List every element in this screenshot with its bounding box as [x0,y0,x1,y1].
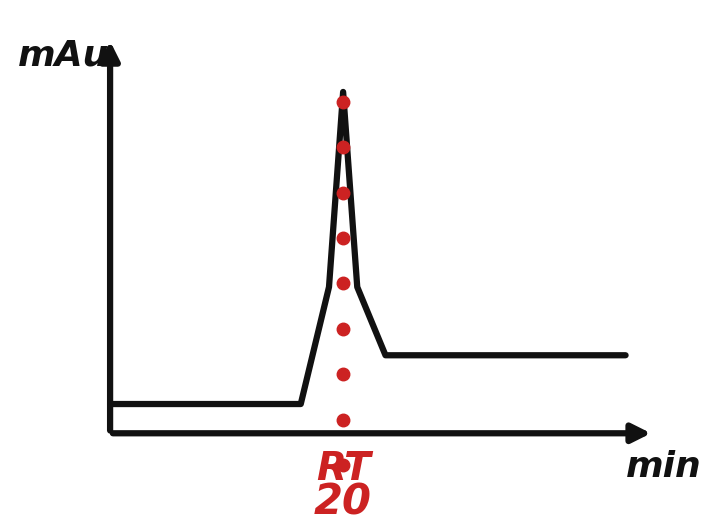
Text: 20: 20 [314,481,372,523]
Text: min: min [625,450,701,485]
Text: RT: RT [316,450,370,488]
Text: mAu: mAu [18,38,110,72]
